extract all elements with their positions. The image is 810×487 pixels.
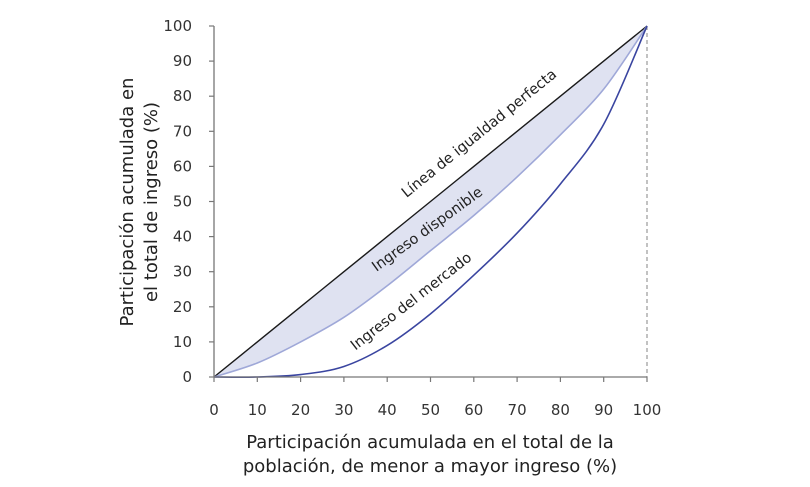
y-tick-label: 60 xyxy=(173,157,192,175)
y-axis-title-line2: el total de ingreso (%) xyxy=(141,102,162,302)
y-tick-label: 50 xyxy=(173,193,192,211)
y-tick-label: 70 xyxy=(173,122,192,140)
y-tick-label: 20 xyxy=(173,298,192,316)
x-tick-label: 90 xyxy=(594,401,613,419)
y-tick-label: 40 xyxy=(173,228,192,246)
y-tick-label: 80 xyxy=(173,87,192,105)
market-income-curve xyxy=(213,25,648,378)
y-tick-label: 10 xyxy=(173,333,192,351)
y-tick-label: 100 xyxy=(163,17,192,35)
x-axis-title-line2: población, de menor a mayor ingreso (%) xyxy=(243,456,617,477)
y-tick-label: 0 xyxy=(182,368,192,386)
plot-area xyxy=(213,25,648,378)
disposable-income-curve xyxy=(213,25,648,378)
y-tick-label: 90 xyxy=(173,52,192,70)
x-tick-label: 20 xyxy=(291,401,310,419)
x-tick-labels: 0 10 20 30 40 50 60 70 80 90 100 xyxy=(209,377,661,419)
x-tick-label: 50 xyxy=(421,401,440,419)
x-tick-label: 70 xyxy=(508,401,527,419)
x-axis-title-line1: Participación acumulada en el total de l… xyxy=(246,432,614,453)
y-axis-title-line1: Participación acumulada en xyxy=(117,78,138,327)
x-tick-label: 40 xyxy=(378,401,397,419)
y-tick-label: 30 xyxy=(173,263,192,281)
x-tick-label: 0 xyxy=(209,401,219,419)
y-tick-labels: 0 10 20 30 40 50 60 70 80 90 100 xyxy=(163,17,214,386)
x-tick-label: 60 xyxy=(464,401,483,419)
x-tick-label: 30 xyxy=(334,401,353,419)
x-tick-label: 80 xyxy=(551,401,570,419)
x-tick-label: 100 xyxy=(633,401,662,419)
x-tick-label: 10 xyxy=(248,401,267,419)
equality-line xyxy=(213,25,648,378)
